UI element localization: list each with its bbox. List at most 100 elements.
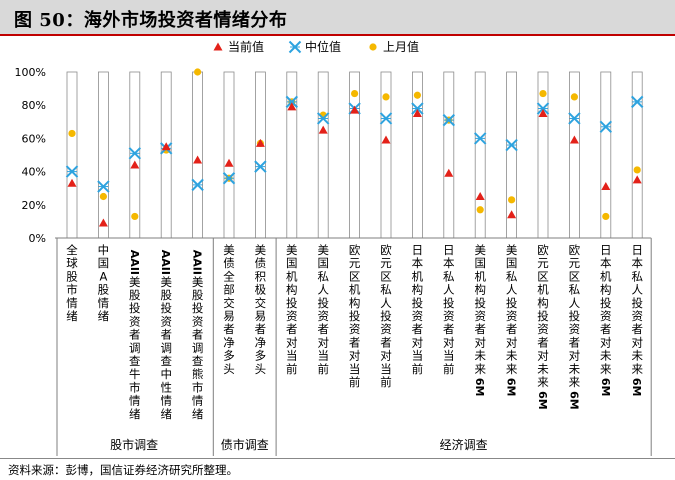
prev-value-point [99, 192, 107, 201]
source-line: 资料来源：彭博，国信证券经济研究所整理。 [0, 458, 675, 480]
current-value-point [538, 109, 548, 117]
range-box [286, 71, 298, 239]
sentiment-chart: 当前值 中位值 上月值 0% 20% 40% 60% 80% 100% 全球股市情绪 中国 A 股情… [15, 39, 652, 456]
prev-value-point [633, 166, 641, 174]
current-value-point [601, 182, 611, 191]
current-value-point [632, 175, 642, 184]
median-value-point [536, 102, 550, 115]
prev-value-point [413, 91, 421, 99]
median-value-point [254, 160, 267, 173]
group-label: 经济调查 [440, 437, 488, 452]
median-value-point [473, 132, 487, 145]
range-box [98, 71, 109, 239]
median-value-point [128, 147, 142, 160]
range-box [631, 71, 643, 239]
legend-prev-marker [369, 43, 377, 51]
current-value-point [318, 125, 328, 134]
x-tick-label: 美债全部交易者净多头 [223, 243, 235, 376]
current-value-point [224, 158, 234, 167]
median-value-point [505, 138, 518, 152]
y-tick-label: 40% [22, 166, 46, 179]
current-value-point [381, 135, 391, 144]
prev-value-point [68, 129, 76, 138]
group-labels: 股市调查 债市调查 经济调查 [56, 238, 652, 456]
legend-median-marker [288, 40, 302, 54]
x-tick-label: 美国私人投资者对当前 [317, 243, 329, 376]
x-tick-label: 美股投资者调查牛市情绪 [129, 275, 141, 421]
legend-label: 上月值 [383, 39, 419, 54]
current-value-point [255, 138, 265, 147]
median-value-point [379, 112, 393, 125]
current-value-point [507, 210, 517, 219]
x-tick-label-latin: 6M [473, 378, 486, 397]
x-tick-label-latin: 6M [505, 378, 518, 397]
current-value-point [193, 155, 203, 164]
x-tick-label-latin: AAII [191, 250, 204, 275]
x-tick-label: 美股投资者调查中性情绪 [160, 275, 172, 421]
y-tick-label: 20% [22, 199, 46, 212]
range-box [443, 71, 455, 239]
median-value-point [630, 95, 644, 109]
current-value-point [161, 142, 171, 151]
x-tick-label: 全球股市情绪 [66, 243, 78, 323]
range-box [317, 71, 329, 239]
median-value-point [599, 120, 613, 133]
x-tick-label: 日本私人投资者对当前 [443, 243, 455, 376]
prev-value-point [539, 89, 547, 98]
prev-value-point [194, 68, 202, 76]
x-tick-label-latin: AAII [128, 250, 141, 275]
median-value-point [65, 165, 79, 178]
prev-value-point [570, 93, 579, 101]
y-axis: 0% 20% 40% 60% 80% 100% [15, 66, 46, 245]
median-value-point [222, 172, 236, 185]
prev-value-point [131, 212, 139, 221]
range-box [192, 71, 204, 239]
range-box [160, 71, 172, 239]
chart-title: 图 50：海外市场投资者情绪分布 [14, 10, 288, 31]
x-tick-label: 欧元区机构投资者对当前 [349, 243, 361, 389]
prev-value-point [351, 89, 359, 98]
current-value-point [475, 192, 485, 200]
median-value-point [191, 178, 204, 192]
median-value-point [285, 95, 299, 109]
x-tick-label: 日本私人投资者对未来 [631, 243, 643, 376]
x-tick-label-latin: 6M [630, 378, 643, 397]
y-tick-label: 80% [22, 99, 46, 112]
median-value-point [316, 112, 330, 125]
current-value-point [569, 135, 579, 144]
prev-value-point [508, 196, 516, 204]
legend: 当前值 中位值 上月值 [213, 39, 419, 54]
data-marks [65, 68, 644, 227]
median-value-point [97, 180, 110, 193]
range-box [254, 71, 266, 239]
legend-label: 当前值 [228, 39, 264, 54]
x-tick-label-latin: 6M [536, 391, 549, 410]
x-tick-label: 美国私人投资者对未来 [506, 243, 518, 376]
x-tick-label: 美股投资者调查熊市情绪 [192, 275, 204, 421]
x-tick-label: 日本机构投资者对当前 [412, 243, 424, 376]
prev-value-point [602, 212, 610, 221]
x-tick-label-latin: 6M [567, 391, 580, 410]
x-tick-label-latin: AAII [159, 250, 172, 275]
group-label: 债市调查 [221, 437, 269, 452]
title-bar: 图 50：海外市场投资者情绪分布 [0, 0, 675, 36]
legend-label: 中位值 [305, 39, 341, 54]
current-value-point [130, 160, 140, 169]
range-box [66, 71, 78, 239]
y-tick-label: 60% [22, 132, 46, 145]
x-tick-label: 日本机构投资者对未来 [600, 243, 612, 376]
current-value-point [98, 218, 108, 227]
group-label: 股市调查 [110, 437, 158, 452]
current-value-point [287, 102, 297, 111]
current-value-point [350, 105, 360, 114]
median-value-point [568, 112, 581, 125]
y-tick-label: 0% [29, 232, 46, 245]
x-tick-label-latin: 6M [599, 378, 612, 397]
x-tick-label: 美债积极交易者净多头 [255, 243, 267, 376]
x-tick-label: 欧元区机构投资者对未来 [537, 243, 549, 389]
median-value-point [411, 102, 424, 115]
x-tick-label: 欧元区私人投资者对当前 [380, 243, 392, 389]
x-tick-label: 中国 A 股情绪 [98, 243, 110, 323]
x-tick-label: 美国机构投资者对当前 [286, 243, 298, 376]
